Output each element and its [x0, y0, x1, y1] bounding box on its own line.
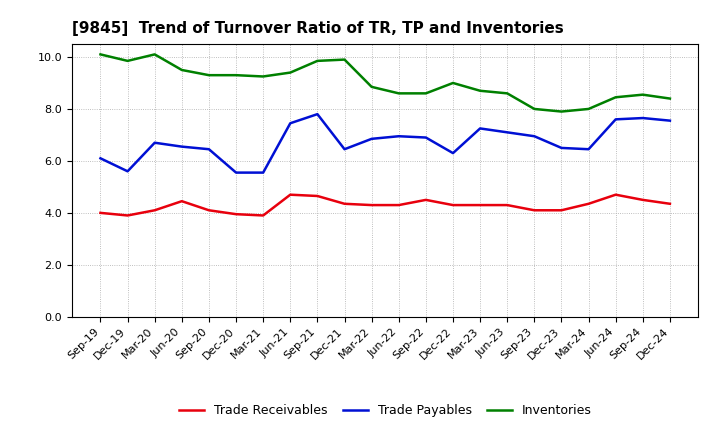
Inventories: [395, 91, 403, 96]
Trade Payables: [665, 118, 674, 123]
Trade Receivables: [476, 202, 485, 208]
Text: [9845]  Trend of Turnover Ratio of TR, TP and Inventories: [9845] Trend of Turnover Ratio of TR, TP…: [72, 21, 564, 36]
Trade Payables: [584, 147, 593, 152]
Trade Receivables: [584, 201, 593, 206]
Trade Receivables: [611, 192, 620, 197]
Inventories: [476, 88, 485, 93]
Inventories: [150, 52, 159, 57]
Trade Receivables: [639, 197, 647, 202]
Trade Payables: [178, 144, 186, 149]
Trade Receivables: [665, 201, 674, 206]
Trade Payables: [449, 150, 457, 156]
Trade Receivables: [259, 213, 268, 218]
Trade Payables: [150, 140, 159, 145]
Trade Payables: [259, 170, 268, 175]
Trade Receivables: [449, 202, 457, 208]
Inventories: [639, 92, 647, 97]
Trade Receivables: [341, 201, 349, 206]
Line: Trade Payables: Trade Payables: [101, 114, 670, 172]
Trade Receivables: [96, 210, 105, 216]
Trade Receivables: [313, 193, 322, 198]
Inventories: [313, 58, 322, 63]
Trade Receivables: [178, 198, 186, 204]
Inventories: [286, 70, 294, 75]
Inventories: [178, 67, 186, 73]
Trade Payables: [204, 147, 213, 152]
Trade Receivables: [530, 208, 539, 213]
Trade Receivables: [150, 208, 159, 213]
Trade Payables: [123, 169, 132, 174]
Trade Receivables: [421, 197, 430, 202]
Trade Payables: [476, 126, 485, 131]
Trade Receivables: [503, 202, 511, 208]
Inventories: [503, 91, 511, 96]
Inventories: [204, 73, 213, 78]
Inventories: [341, 57, 349, 62]
Trade Payables: [530, 134, 539, 139]
Inventories: [530, 106, 539, 112]
Trade Payables: [367, 136, 376, 142]
Trade Receivables: [557, 208, 566, 213]
Trade Payables: [503, 130, 511, 135]
Inventories: [449, 81, 457, 86]
Trade Payables: [395, 134, 403, 139]
Trade Payables: [286, 121, 294, 126]
Trade Payables: [557, 145, 566, 150]
Legend: Trade Receivables, Trade Payables, Inventories: Trade Receivables, Trade Payables, Inven…: [174, 400, 596, 422]
Inventories: [665, 96, 674, 101]
Inventories: [367, 84, 376, 89]
Inventories: [96, 52, 105, 57]
Trade Payables: [341, 147, 349, 152]
Inventories: [232, 73, 240, 78]
Trade Receivables: [232, 212, 240, 217]
Trade Receivables: [123, 213, 132, 218]
Trade Receivables: [395, 202, 403, 208]
Trade Payables: [96, 156, 105, 161]
Inventories: [584, 106, 593, 112]
Inventories: [259, 74, 268, 79]
Trade Receivables: [367, 202, 376, 208]
Trade Payables: [611, 117, 620, 122]
Trade Payables: [313, 111, 322, 117]
Trade Payables: [421, 135, 430, 140]
Inventories: [123, 58, 132, 63]
Inventories: [611, 95, 620, 100]
Line: Inventories: Inventories: [101, 55, 670, 112]
Trade Receivables: [286, 192, 294, 197]
Inventories: [557, 109, 566, 114]
Trade Receivables: [204, 208, 213, 213]
Inventories: [421, 91, 430, 96]
Trade Payables: [639, 115, 647, 121]
Line: Trade Receivables: Trade Receivables: [101, 194, 670, 216]
Trade Payables: [232, 170, 240, 175]
